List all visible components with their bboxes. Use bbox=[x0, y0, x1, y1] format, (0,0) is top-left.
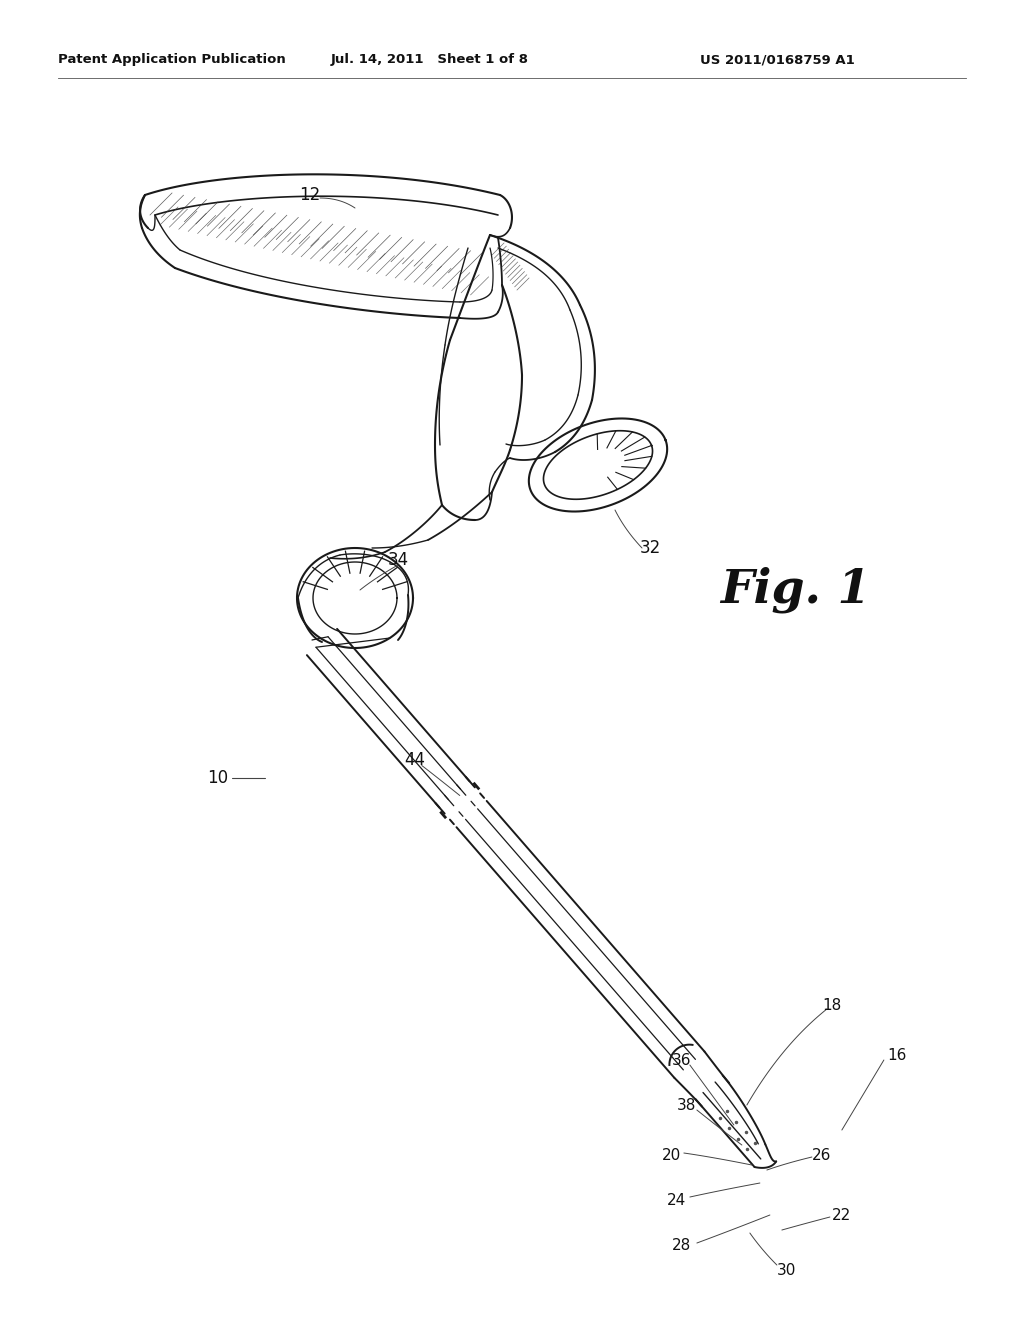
Text: 20: 20 bbox=[663, 1147, 682, 1163]
Text: 10: 10 bbox=[208, 770, 228, 787]
Text: 12: 12 bbox=[299, 186, 321, 205]
Text: 36: 36 bbox=[672, 1052, 691, 1068]
Text: US 2011/0168759 A1: US 2011/0168759 A1 bbox=[700, 54, 855, 66]
Text: 28: 28 bbox=[672, 1238, 691, 1253]
Text: 24: 24 bbox=[668, 1192, 686, 1208]
Text: 22: 22 bbox=[833, 1208, 852, 1222]
Text: Fig. 1: Fig. 1 bbox=[720, 566, 870, 614]
Text: 26: 26 bbox=[812, 1147, 831, 1163]
Text: Jul. 14, 2011   Sheet 1 of 8: Jul. 14, 2011 Sheet 1 of 8 bbox=[331, 54, 529, 66]
Text: 34: 34 bbox=[387, 550, 409, 569]
Text: 32: 32 bbox=[639, 539, 660, 557]
Text: 16: 16 bbox=[887, 1048, 906, 1063]
Text: 44: 44 bbox=[404, 751, 425, 770]
Text: Patent Application Publication: Patent Application Publication bbox=[58, 54, 286, 66]
Text: 18: 18 bbox=[822, 998, 842, 1012]
Text: 30: 30 bbox=[777, 1262, 797, 1278]
Text: 38: 38 bbox=[677, 1097, 696, 1113]
